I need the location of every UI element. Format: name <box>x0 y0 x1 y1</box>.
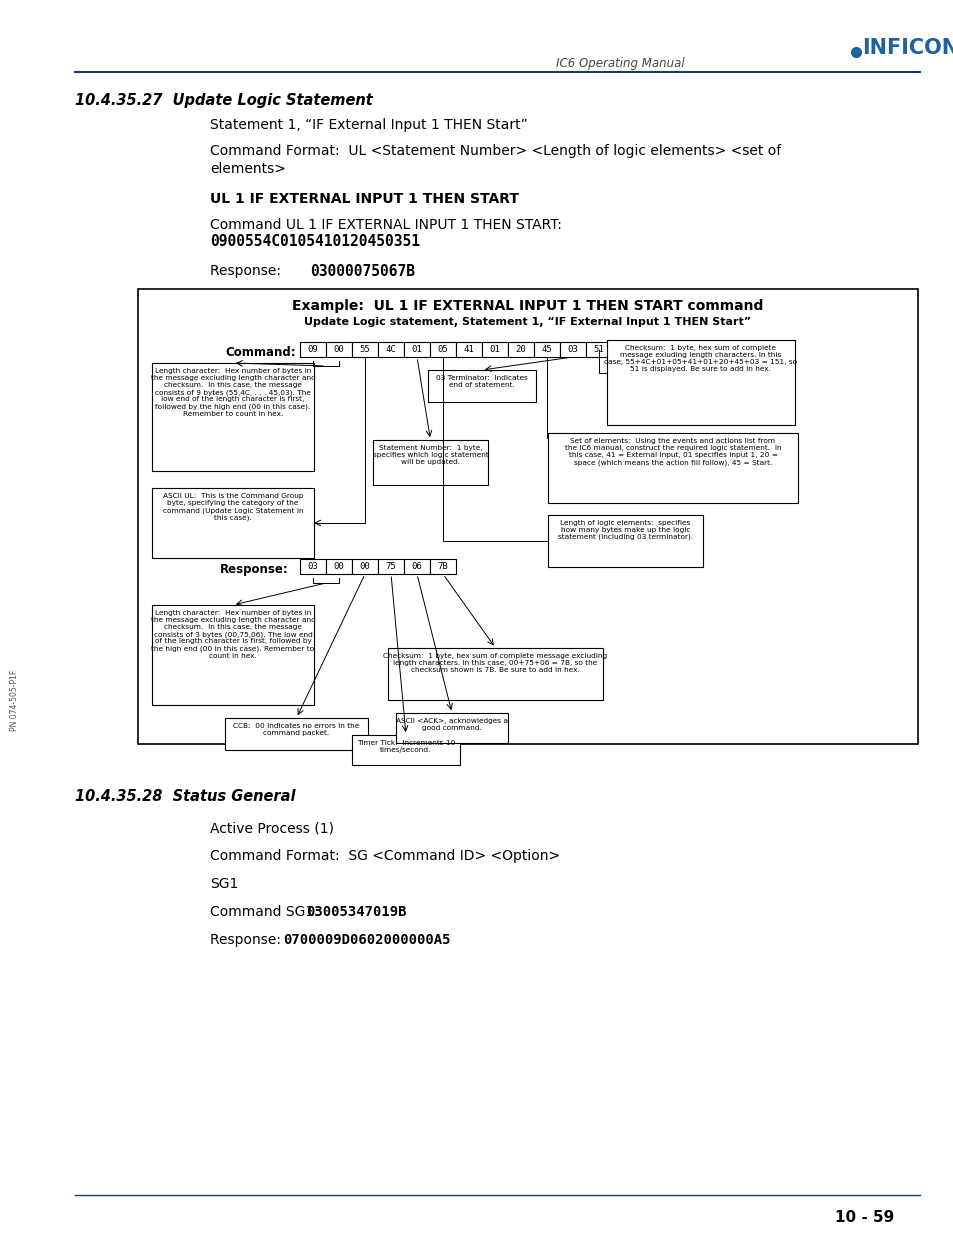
Text: 51: 51 <box>593 345 604 354</box>
Bar <box>299 559 326 574</box>
Bar <box>152 488 314 558</box>
Text: 55: 55 <box>359 345 370 354</box>
Text: CCB:  00 Indicates no errors in the
command packet.: CCB: 00 Indicates no errors in the comma… <box>233 722 359 736</box>
Bar <box>507 342 534 357</box>
Text: 0900554C0105410120450351: 0900554C0105410120450351 <box>210 233 419 249</box>
Text: 03 Terminator:  Indicates
end of statement.: 03 Terminator: Indicates end of statemen… <box>436 375 527 388</box>
Text: 03: 03 <box>307 562 318 571</box>
Text: 41: 41 <box>463 345 474 354</box>
Bar <box>326 559 352 574</box>
Text: 10.4.35.28  Status General: 10.4.35.28 Status General <box>75 789 295 804</box>
Bar <box>377 342 403 357</box>
Text: ASCII UL:  This is the Command Group
byte, specifying the category of the
comman: ASCII UL: This is the Command Group byte… <box>163 493 303 521</box>
Text: Timer Tick:  Increments 10
times/second.: Timer Tick: Increments 10 times/second. <box>356 740 455 753</box>
Text: Command SG1:: Command SG1: <box>210 905 327 919</box>
Bar <box>138 289 917 743</box>
Text: 09: 09 <box>307 345 318 354</box>
Text: Command UL 1 IF EXTERNAL INPUT 1 THEN START:: Command UL 1 IF EXTERNAL INPUT 1 THEN ST… <box>210 219 561 232</box>
Bar <box>547 515 702 567</box>
Bar <box>152 363 314 471</box>
Bar <box>428 370 536 403</box>
Text: Length character:  Hex number of bytes in
the message excluding length character: Length character: Hex number of bytes in… <box>151 610 315 659</box>
Bar <box>456 342 481 357</box>
Text: Set of elements:  Using the events and actions list from
the IC6 manual, constru: Set of elements: Using the events and ac… <box>564 438 781 466</box>
Text: 03000075067B: 03000075067B <box>310 264 415 279</box>
Text: Example:  UL 1 IF EXTERNAL INPUT 1 THEN START command: Example: UL 1 IF EXTERNAL INPUT 1 THEN S… <box>292 299 763 312</box>
Bar <box>559 342 585 357</box>
Text: 45: 45 <box>541 345 552 354</box>
Bar <box>152 605 314 705</box>
Bar <box>326 342 352 357</box>
Bar <box>403 559 430 574</box>
Text: Active Process (1): Active Process (1) <box>210 821 334 835</box>
Text: 05: 05 <box>437 345 448 354</box>
Bar <box>299 342 326 357</box>
Text: 03: 03 <box>567 345 578 354</box>
Bar <box>403 342 430 357</box>
Text: Command:: Command: <box>225 346 295 359</box>
Text: Command Format:  SG <Command ID> <Option>: Command Format: SG <Command ID> <Option> <box>210 848 559 863</box>
Bar <box>547 433 797 503</box>
Text: elements>: elements> <box>210 162 286 177</box>
Text: 0700009D0602000000A5: 0700009D0602000000A5 <box>283 932 450 947</box>
Text: Checksum:  1 byte, hex sum of complete message excluding
length characters. In t: Checksum: 1 byte, hex sum of complete me… <box>383 653 607 673</box>
Text: PN 074-505-P1F: PN 074-505-P1F <box>10 669 19 731</box>
Text: Statement 1, “IF External Input 1 THEN Start”: Statement 1, “IF External Input 1 THEN S… <box>210 119 527 132</box>
Bar <box>395 713 507 743</box>
Text: Command Format:  UL <Statement Number> <Length of logic elements> <set of: Command Format: UL <Statement Number> <L… <box>210 144 781 158</box>
Text: 20: 20 <box>515 345 526 354</box>
Text: Response:: Response: <box>210 264 290 278</box>
Text: Response:: Response: <box>220 563 289 576</box>
Text: 10.4.35.27  Update Logic Statement: 10.4.35.27 Update Logic Statement <box>75 93 373 107</box>
Text: Checksum:  1 byte, hex sum of complete
message exluding length characters. In th: Checksum: 1 byte, hex sum of complete me… <box>604 345 797 372</box>
Text: Statement Number:  1 byte,
specifies which logic statement
will be updated.: Statement Number: 1 byte, specifies whic… <box>373 445 488 466</box>
Bar <box>606 340 794 425</box>
Bar <box>534 342 559 357</box>
Bar <box>225 718 368 750</box>
Bar <box>388 648 602 700</box>
Bar <box>352 559 377 574</box>
Text: Update Logic statement, Statement 1, “IF External Input 1 THEN Start”: Update Logic statement, Statement 1, “IF… <box>304 317 751 327</box>
Bar <box>352 342 377 357</box>
Text: 01: 01 <box>489 345 500 354</box>
Text: 10 - 59: 10 - 59 <box>834 1210 893 1225</box>
Text: Length character:  Hex number of bytes in
the message excluding length character: Length character: Hex number of bytes in… <box>151 368 315 417</box>
Text: Response:: Response: <box>210 932 290 947</box>
Text: 00: 00 <box>359 562 370 571</box>
Text: 7B: 7B <box>437 562 448 571</box>
Bar <box>430 559 456 574</box>
Text: 4C: 4C <box>385 345 395 354</box>
Bar <box>352 735 459 764</box>
Text: SG1: SG1 <box>210 877 238 890</box>
Text: ASCII <ACK>, acknowledges a
good command.: ASCII <ACK>, acknowledges a good command… <box>395 718 507 731</box>
Text: UL 1 IF EXTERNAL INPUT 1 THEN START: UL 1 IF EXTERNAL INPUT 1 THEN START <box>210 191 518 206</box>
Text: 03005347019B: 03005347019B <box>306 905 406 919</box>
Text: INFICON: INFICON <box>862 38 953 58</box>
Bar <box>430 342 456 357</box>
Bar <box>481 342 507 357</box>
Text: 75: 75 <box>385 562 395 571</box>
Text: 00: 00 <box>334 562 344 571</box>
Text: 01: 01 <box>411 345 422 354</box>
Bar <box>585 342 612 357</box>
Bar <box>377 559 403 574</box>
Text: Length of logic elements:  specifies
how many bytes make up the logic
statement : Length of logic elements: specifies how … <box>558 520 693 541</box>
Text: 00: 00 <box>334 345 344 354</box>
Bar <box>373 440 488 485</box>
Text: IC6 Operating Manual: IC6 Operating Manual <box>555 57 683 70</box>
Text: 06: 06 <box>411 562 422 571</box>
